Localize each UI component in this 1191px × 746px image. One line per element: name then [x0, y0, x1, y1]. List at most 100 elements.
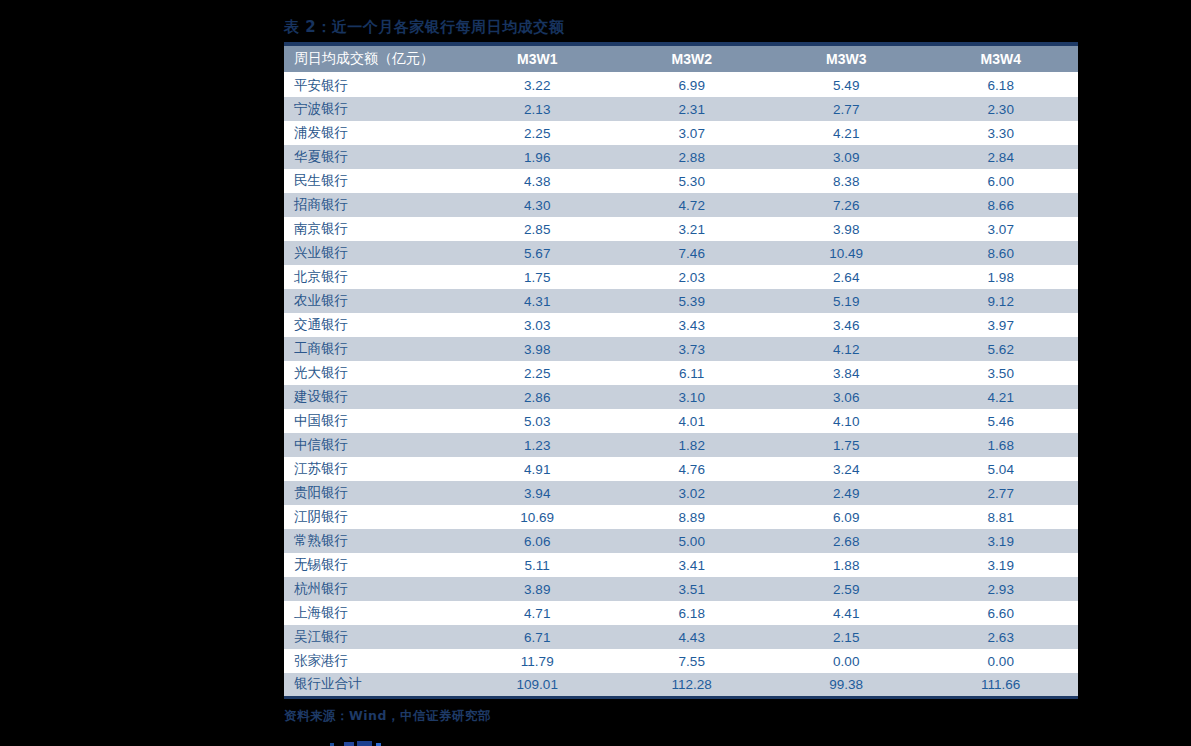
- value-cell: 10.69: [460, 505, 615, 529]
- value-cell: 2.59: [769, 577, 924, 601]
- value-cell: 3.24: [769, 457, 924, 481]
- value-cell: 2.25: [460, 121, 615, 145]
- table-row: 江阴银行10.698.896.098.81: [284, 505, 1078, 529]
- table-row: 南京银行2.853.213.983.07: [284, 217, 1078, 241]
- value-cell: 8.89: [615, 505, 770, 529]
- cutoff-fragment: [357, 741, 372, 746]
- value-cell: 2.31: [615, 97, 770, 121]
- value-cell: 2.03: [615, 265, 770, 289]
- value-cell: 2.63: [924, 625, 1079, 649]
- value-cell: 1.23: [460, 433, 615, 457]
- bank-name-cell: 杭州银行: [284, 577, 460, 601]
- value-cell: 3.98: [769, 217, 924, 241]
- value-cell: 4.76: [615, 457, 770, 481]
- value-cell: 3.06: [769, 385, 924, 409]
- bank-name-cell: 宁波银行: [284, 97, 460, 121]
- value-cell: 5.49: [769, 73, 924, 97]
- value-cell: 1.88: [769, 553, 924, 577]
- value-cell: 10.49: [769, 241, 924, 265]
- value-cell: 3.51: [615, 577, 770, 601]
- bank-name-cell: 交通银行: [284, 313, 460, 337]
- value-cell: 5.67: [460, 241, 615, 265]
- value-cell: 11.79: [460, 649, 615, 673]
- value-cell: 4.72: [615, 193, 770, 217]
- value-cell: 6.60: [924, 601, 1079, 625]
- value-cell: 3.19: [924, 553, 1079, 577]
- value-cell: 1.75: [460, 265, 615, 289]
- table-row: 无锡银行5.113.411.883.19: [284, 553, 1078, 577]
- value-cell: 1.96: [460, 145, 615, 169]
- value-cell: 5.04: [924, 457, 1079, 481]
- value-cell: 3.46: [769, 313, 924, 337]
- value-cell: 2.93: [924, 577, 1079, 601]
- value-cell: 2.88: [615, 145, 770, 169]
- bank-name-cell: 平安银行: [284, 73, 460, 97]
- value-cell: 2.15: [769, 625, 924, 649]
- value-cell: 3.22: [460, 73, 615, 97]
- table-row: 招商银行4.304.727.268.66: [284, 193, 1078, 217]
- table-row: 北京银行1.752.032.641.98: [284, 265, 1078, 289]
- table-row: 光大银行2.256.113.843.50: [284, 361, 1078, 385]
- value-cell: 4.01: [615, 409, 770, 433]
- bank-name-cell: 建设银行: [284, 385, 460, 409]
- bank-name-cell: 无锡银行: [284, 553, 460, 577]
- value-cell: 3.03: [460, 313, 615, 337]
- value-cell: 5.11: [460, 553, 615, 577]
- bank-name-cell: 浦发银行: [284, 121, 460, 145]
- value-cell: 7.26: [769, 193, 924, 217]
- value-cell: 111.66: [924, 673, 1079, 697]
- bank-name-cell: 工商银行: [284, 337, 460, 361]
- table-row: 银行业合计109.01112.2899.38111.66: [284, 673, 1078, 697]
- cutoff-fragment: [344, 742, 354, 746]
- column-header-week: M3W3: [769, 44, 924, 73]
- value-cell: 3.09: [769, 145, 924, 169]
- cutoff-content: [0, 740, 1191, 746]
- value-cell: 2.30: [924, 97, 1079, 121]
- table-row: 平安银行3.226.995.496.18: [284, 73, 1078, 97]
- bank-name-cell: 江苏银行: [284, 457, 460, 481]
- value-cell: 4.21: [924, 385, 1079, 409]
- value-cell: 4.21: [769, 121, 924, 145]
- value-cell: 3.97: [924, 313, 1079, 337]
- table-row: 常熟银行6.065.002.683.19: [284, 529, 1078, 553]
- value-cell: 2.85: [460, 217, 615, 241]
- table-row: 杭州银行3.893.512.592.93: [284, 577, 1078, 601]
- value-cell: 2.86: [460, 385, 615, 409]
- bank-name-cell: 中信银行: [284, 433, 460, 457]
- table-row: 华夏银行1.962.883.092.84: [284, 145, 1078, 169]
- table-row: 工商银行3.983.734.125.62: [284, 337, 1078, 361]
- bank-name-cell: 常熟银行: [284, 529, 460, 553]
- bank-name-cell: 江阴银行: [284, 505, 460, 529]
- bank-name-cell: 南京银行: [284, 217, 460, 241]
- table-row: 中国银行5.034.014.105.46: [284, 409, 1078, 433]
- value-cell: 6.11: [615, 361, 770, 385]
- bank-name-cell: 民生银行: [284, 169, 460, 193]
- bank-name-cell: 银行业合计: [284, 673, 460, 697]
- value-cell: 5.39: [615, 289, 770, 313]
- column-header-week: M3W1: [460, 44, 615, 73]
- table-row: 宁波银行2.132.312.772.30: [284, 97, 1078, 121]
- column-header-week: M3W4: [924, 44, 1079, 73]
- table-row: 交通银行3.033.433.463.97: [284, 313, 1078, 337]
- value-cell: 2.64: [769, 265, 924, 289]
- value-cell: 4.30: [460, 193, 615, 217]
- value-cell: 3.89: [460, 577, 615, 601]
- value-cell: 7.55: [615, 649, 770, 673]
- value-cell: 3.84: [769, 361, 924, 385]
- value-cell: 109.01: [460, 673, 615, 697]
- column-header-week: M3W2: [615, 44, 770, 73]
- bank-name-cell: 北京银行: [284, 265, 460, 289]
- value-cell: 5.00: [615, 529, 770, 553]
- value-cell: 3.30: [924, 121, 1079, 145]
- value-cell: 3.19: [924, 529, 1079, 553]
- value-cell: 6.71: [460, 625, 615, 649]
- value-cell: 8.60: [924, 241, 1079, 265]
- table-row: 农业银行4.315.395.199.12: [284, 289, 1078, 313]
- bank-name-cell: 光大银行: [284, 361, 460, 385]
- value-cell: 4.12: [769, 337, 924, 361]
- bank-volume-table: 周日均成交额（亿元）M3W1M3W2M3W3M3W4 平安银行3.226.995…: [284, 42, 1078, 699]
- table-row: 江苏银行4.914.763.245.04: [284, 457, 1078, 481]
- value-cell: 8.38: [769, 169, 924, 193]
- table-header-row: 周日均成交额（亿元）M3W1M3W2M3W3M3W4: [284, 44, 1078, 73]
- value-cell: 4.10: [769, 409, 924, 433]
